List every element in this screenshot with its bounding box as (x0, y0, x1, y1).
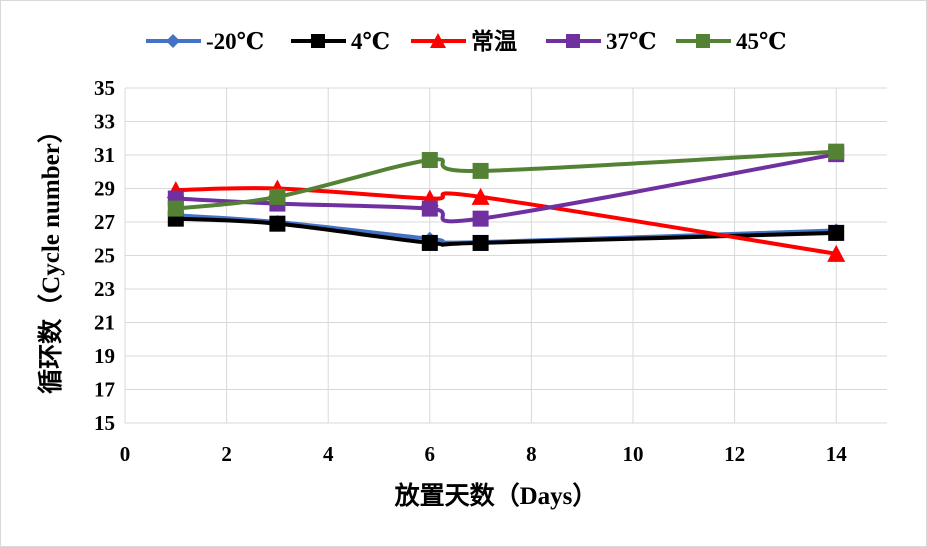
y-tick-label: 29 (94, 177, 115, 201)
data-point-diamond (166, 34, 180, 48)
series-line (175, 216, 837, 247)
x-tick-label: 12 (724, 442, 745, 466)
x-tick-label: 0 (120, 442, 131, 466)
y-tick-label: 19 (94, 344, 115, 368)
series-line (175, 186, 837, 256)
data-point-square (167, 200, 184, 217)
x-tick-label: 2 (221, 442, 232, 466)
data-point-square (472, 234, 489, 251)
y-tick-label: 23 (94, 277, 115, 301)
data-point-square (421, 152, 438, 169)
x-tick-label: 6 (425, 442, 436, 466)
y-tick-label: 35 (94, 76, 115, 100)
x-tick-label: 10 (623, 442, 644, 466)
x-tick-label: 4 (323, 442, 334, 466)
legend-label: 4℃ (351, 29, 390, 54)
data-point-square (472, 162, 489, 179)
y-tick-label: 31 (94, 143, 115, 167)
x-tick-label: 8 (526, 442, 537, 466)
legend-label: 常温 (471, 29, 517, 54)
data-point-triangle (430, 33, 446, 48)
legend-label: -20℃ (206, 29, 264, 54)
series-line (175, 152, 837, 224)
data-point-square (421, 234, 438, 251)
legend-label: 37℃ (606, 29, 657, 54)
data-point-triangle (827, 244, 846, 262)
y-tick-label: 33 (94, 110, 115, 134)
y-tick-label: 27 (94, 210, 115, 234)
data-point-square (269, 215, 286, 232)
legend-label: 45℃ (736, 29, 787, 54)
x-axis-label: 放置天数（Days） (394, 481, 598, 510)
x-tick-label: 14 (826, 442, 848, 466)
data-point-square (566, 34, 580, 48)
y-tick-label: 17 (94, 378, 115, 402)
data-point-square (696, 34, 710, 48)
data-point-square (311, 34, 325, 48)
y-tick-label: 15 (94, 411, 115, 435)
data-point-triangle (471, 187, 490, 205)
data-point-square (828, 143, 845, 160)
y-axis-label: 循环数（Cycle number） (36, 118, 65, 394)
data-point-square (828, 224, 845, 241)
data-point-square (472, 210, 489, 227)
y-tick-label: 21 (94, 311, 115, 335)
series-line (175, 149, 837, 211)
y-tick-label: 25 (94, 244, 115, 268)
data-point-square (269, 188, 286, 205)
data-point-square (421, 200, 438, 217)
